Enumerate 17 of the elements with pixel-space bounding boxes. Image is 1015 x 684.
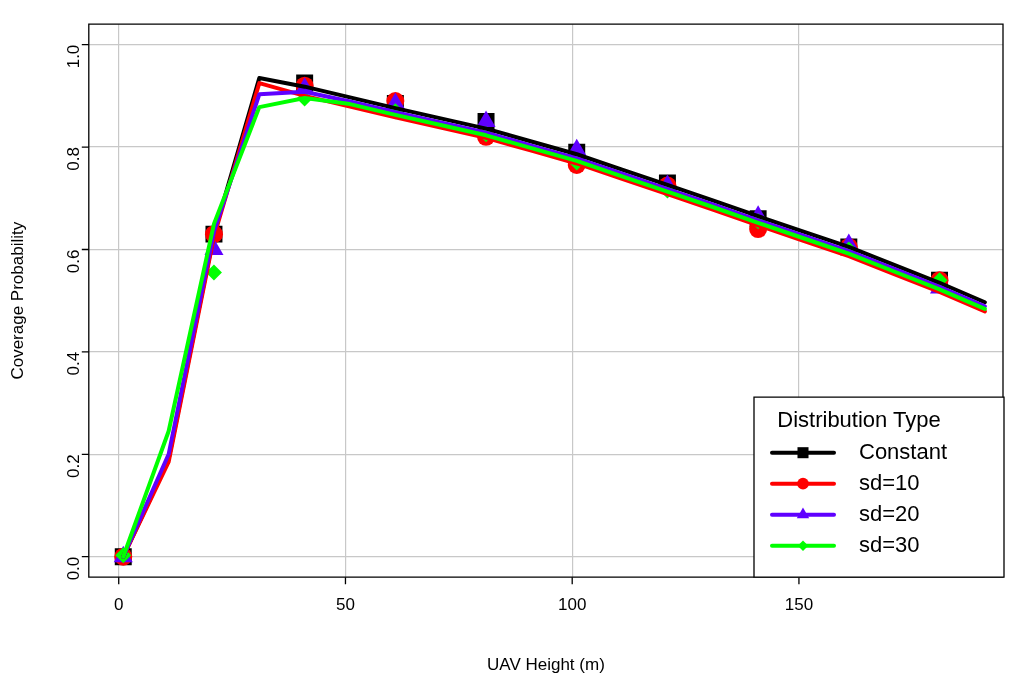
y-tick-label: 0.6 xyxy=(64,249,84,274)
y-tick-label: 0.4 xyxy=(64,351,84,376)
x-tick-label: 100 xyxy=(558,595,587,615)
legend-label: sd=10 xyxy=(859,469,920,495)
y-tick-label: 0.8 xyxy=(64,147,84,171)
y-tick-label: 0.2 xyxy=(64,454,84,478)
legend-label: sd=30 xyxy=(859,531,920,557)
x-tick-label: 150 xyxy=(784,595,814,615)
x-axis-title: UAV Height (m) xyxy=(487,655,605,675)
legend-title: Distribution Type xyxy=(777,407,941,433)
x-tick-label: 50 xyxy=(336,595,355,615)
y-tick-label: 0.0 xyxy=(64,556,84,581)
legend-label: Constant xyxy=(859,438,948,464)
legend-label: sd=20 xyxy=(859,500,920,526)
y-tick-label: 1.0 xyxy=(64,44,84,69)
x-tick-label: 0 xyxy=(113,595,124,615)
y-axis-title: Coverage Probability xyxy=(7,221,27,380)
